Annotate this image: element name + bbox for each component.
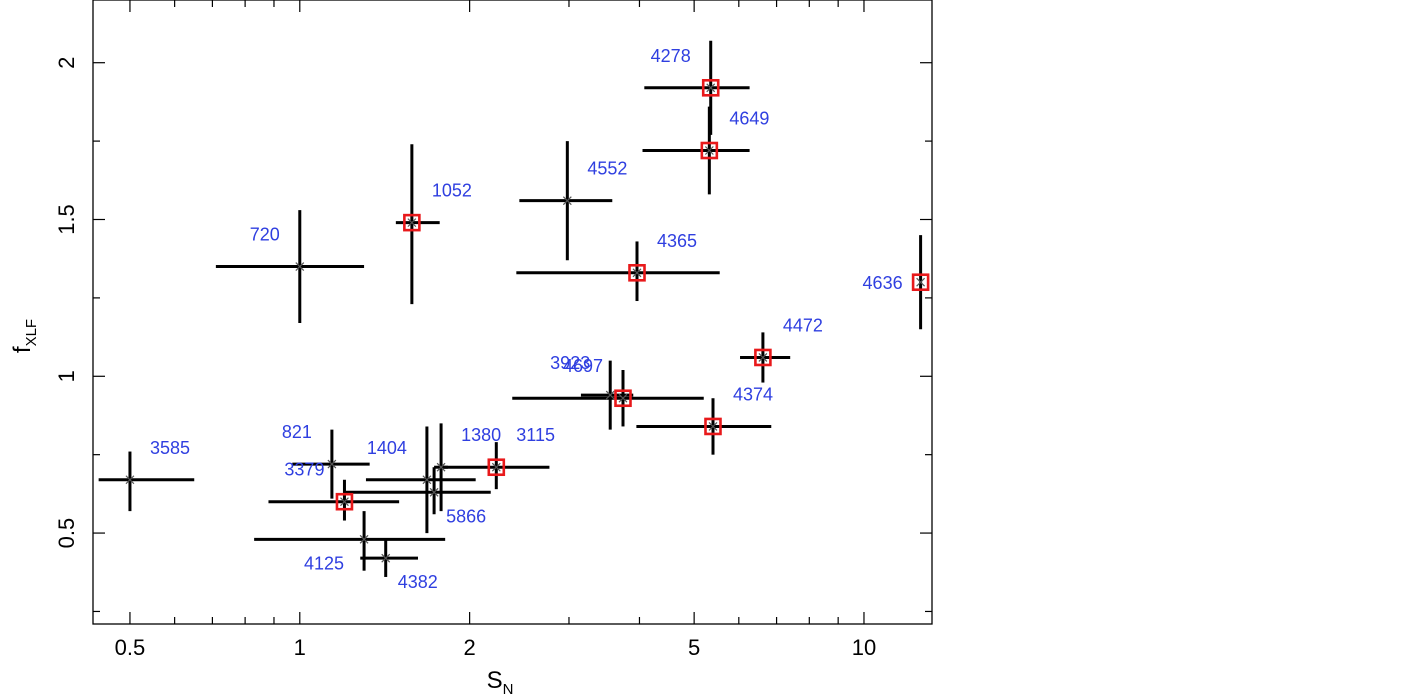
data-point-stroke bbox=[704, 146, 714, 155]
point-label: 3923 bbox=[550, 353, 590, 373]
data-point bbox=[359, 534, 369, 544]
point-label: 3115 bbox=[516, 425, 555, 445]
point-label: 4636 bbox=[863, 273, 903, 293]
data-point bbox=[407, 218, 417, 228]
point-label: 4125 bbox=[304, 553, 344, 573]
data-point-stroke bbox=[381, 553, 391, 563]
highlight-square-marker bbox=[614, 389, 632, 408]
highlight-square-marker bbox=[335, 492, 354, 511]
point-label: 3585 bbox=[150, 438, 190, 458]
data-point-stroke bbox=[429, 487, 439, 497]
data-point-stroke bbox=[632, 268, 642, 278]
data-point-stroke bbox=[295, 262, 305, 271]
x-axis-title-sub: N bbox=[503, 681, 514, 698]
data-markers bbox=[125, 78, 930, 563]
data-point bbox=[422, 475, 432, 485]
data-point-stroke bbox=[708, 422, 718, 431]
point-label: 1052 bbox=[432, 181, 472, 201]
point-label: 4382 bbox=[398, 572, 438, 592]
data-point bbox=[706, 83, 716, 93]
data-point bbox=[632, 268, 642, 278]
highlight-square-marker bbox=[487, 458, 506, 477]
y-axis-title: fXLF bbox=[9, 319, 40, 353]
y-axis-title-main: f bbox=[9, 346, 36, 353]
x-tick-label: 1 bbox=[294, 635, 306, 660]
x-tick-labels: 0.5 1 2 5 10 bbox=[115, 635, 877, 660]
data-point bbox=[295, 262, 305, 271]
data-point bbox=[125, 475, 135, 485]
data-point-stroke bbox=[422, 475, 432, 485]
point-label: 720 bbox=[250, 225, 280, 245]
x-axis-title: SN bbox=[487, 667, 514, 698]
data-point bbox=[605, 390, 615, 400]
y-tick-label: 2 bbox=[54, 57, 79, 69]
data-point-stroke bbox=[407, 218, 417, 228]
point-label: 4472 bbox=[783, 315, 823, 335]
point-label: 4278 bbox=[651, 46, 691, 66]
data-point bbox=[562, 196, 572, 206]
data-point-stroke bbox=[605, 390, 615, 400]
data-point bbox=[618, 393, 628, 403]
data-point-stroke bbox=[359, 534, 369, 544]
highlight-square-marker bbox=[754, 348, 772, 367]
data-point-stroke bbox=[562, 196, 572, 206]
highlight-square-marker bbox=[628, 264, 646, 282]
error-bars bbox=[98, 40, 923, 577]
y-tick-label: 1 bbox=[54, 370, 79, 382]
y-tick-label: 0.5 bbox=[54, 518, 79, 549]
plot-frame bbox=[92, 0, 933, 625]
highlight-square-marker bbox=[911, 273, 930, 292]
point-label: 4552 bbox=[587, 159, 627, 179]
data-point bbox=[704, 146, 714, 155]
data-point bbox=[381, 553, 391, 563]
data-point-stroke bbox=[758, 353, 768, 362]
highlight-square-marker bbox=[403, 213, 421, 232]
data-point bbox=[340, 497, 349, 507]
point-label: 4374 bbox=[733, 384, 773, 404]
x-tick-label: 2 bbox=[464, 635, 476, 660]
x-tick-label: 10 bbox=[852, 635, 876, 660]
y-tick-labels: 0.5 1 1.5 2 bbox=[54, 57, 79, 549]
point-label: 3379 bbox=[284, 460, 324, 480]
x-tick-label: 0.5 bbox=[115, 635, 146, 660]
data-point bbox=[491, 462, 501, 472]
data-point bbox=[327, 459, 337, 469]
point-label: 5866 bbox=[446, 506, 486, 526]
axis-ticks bbox=[93, 0, 932, 624]
highlight-square-marker bbox=[701, 78, 720, 97]
point-label: 821 bbox=[282, 422, 312, 442]
point-label: 4365 bbox=[657, 231, 697, 251]
point-label: 4649 bbox=[729, 109, 769, 129]
y-axis-title-sub: XLF bbox=[23, 319, 40, 347]
data-point bbox=[429, 487, 439, 497]
data-point-stroke bbox=[327, 459, 337, 469]
highlight-square-marker bbox=[704, 417, 722, 436]
data-point-stroke bbox=[706, 83, 716, 93]
data-point-stroke bbox=[436, 462, 446, 472]
data-point-stroke bbox=[618, 393, 628, 403]
highlight-square-marker bbox=[700, 141, 719, 160]
data-point bbox=[436, 462, 446, 472]
data-point-stroke bbox=[491, 462, 501, 472]
point-label: 1404 bbox=[367, 438, 407, 458]
x-tick-label: 5 bbox=[688, 635, 700, 660]
data-point-stroke bbox=[340, 497, 349, 507]
y-tick-label: 1.5 bbox=[54, 204, 79, 235]
data-point bbox=[758, 353, 768, 362]
data-point bbox=[916, 277, 926, 287]
data-point-stroke bbox=[916, 277, 926, 287]
data-point-stroke bbox=[125, 475, 135, 485]
data-point bbox=[708, 422, 718, 431]
point-label: 4697 bbox=[563, 356, 603, 376]
point-label: 1380 bbox=[461, 425, 501, 445]
x-axis-title-main: S bbox=[487, 667, 503, 694]
